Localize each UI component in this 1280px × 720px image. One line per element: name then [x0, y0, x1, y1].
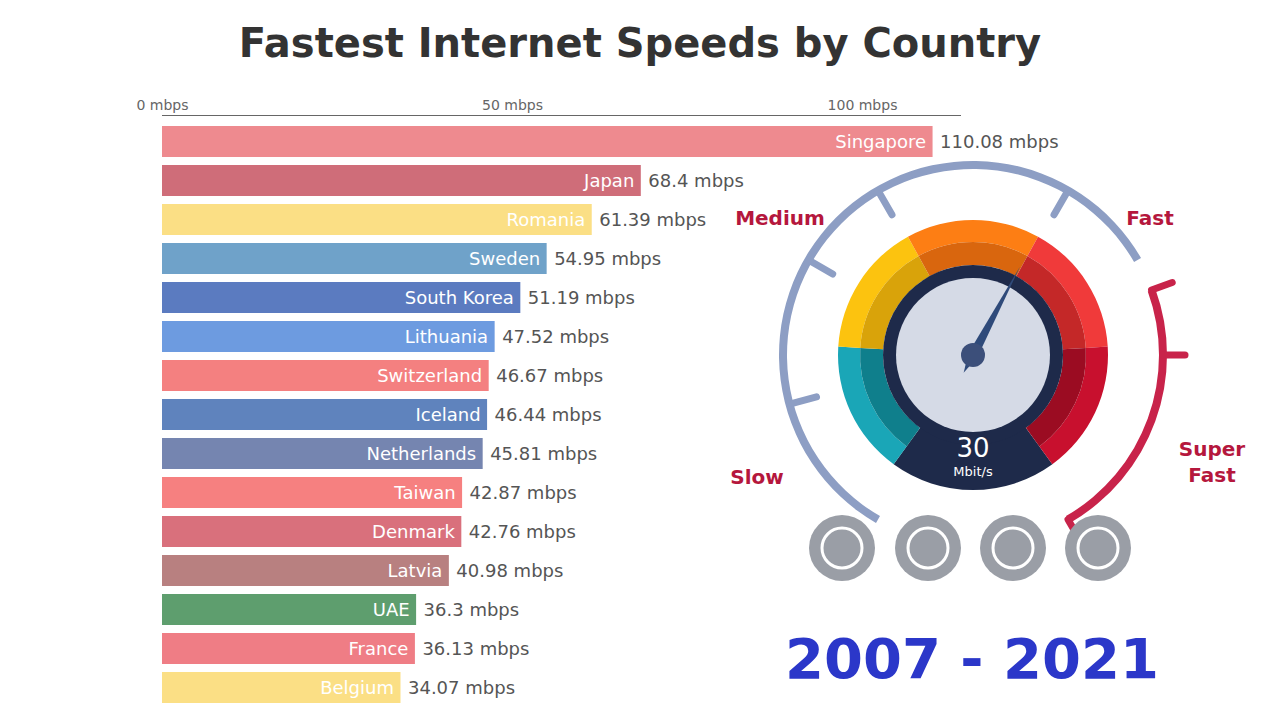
- svg-text:50 mbps: 50 mbps: [482, 97, 543, 113]
- svg-text:46.67 mbps: 46.67 mbps: [496, 365, 603, 386]
- svg-text:68.4 mbps: 68.4 mbps: [648, 170, 744, 191]
- svg-text:SuperFast: SuperFast: [1179, 437, 1246, 487]
- svg-text:Japan: Japan: [583, 170, 634, 191]
- svg-text:Latvia: Latvia: [388, 560, 443, 581]
- svg-text:2007 - 2021: 2007 - 2021: [785, 626, 1159, 691]
- svg-text:Medium: Medium: [735, 206, 825, 230]
- svg-text:France: France: [349, 638, 409, 659]
- svg-text:40.98 mbps: 40.98 mbps: [456, 560, 563, 581]
- svg-text:0 mbps: 0 mbps: [136, 97, 188, 113]
- svg-text:36.13 mbps: 36.13 mbps: [422, 638, 529, 659]
- svg-text:Netherlands: Netherlands: [366, 443, 476, 464]
- svg-text:34.07 mbps: 34.07 mbps: [408, 677, 515, 698]
- svg-text:Sweden: Sweden: [469, 248, 540, 269]
- svg-text:100 mbps: 100 mbps: [828, 97, 898, 113]
- svg-text:46.44 mbps: 46.44 mbps: [495, 404, 602, 425]
- svg-text:30: 30: [956, 433, 989, 463]
- svg-text:Lithuania: Lithuania: [405, 326, 488, 347]
- svg-text:36.3 mbps: 36.3 mbps: [424, 599, 520, 620]
- svg-text:South Korea: South Korea: [405, 287, 514, 308]
- svg-text:54.95 mbps: 54.95 mbps: [554, 248, 661, 269]
- svg-text:Belgium: Belgium: [320, 677, 394, 698]
- svg-text:Taiwan: Taiwan: [393, 482, 455, 503]
- svg-text:Switzerland: Switzerland: [377, 365, 482, 386]
- svg-text:42.87 mbps: 42.87 mbps: [470, 482, 577, 503]
- svg-text:Mbit/s: Mbit/s: [953, 464, 993, 479]
- svg-text:42.76 mbps: 42.76 mbps: [469, 521, 576, 542]
- svg-text:61.39 mbps: 61.39 mbps: [599, 209, 706, 230]
- svg-text:47.52 mbps: 47.52 mbps: [502, 326, 609, 347]
- svg-text:UAE: UAE: [373, 599, 410, 620]
- html-text:Fastest Internet Speeds by Cou: Fastest Internet Speeds by Country: [238, 20, 1042, 66]
- svg-text:51.19 mbps: 51.19 mbps: [528, 287, 635, 308]
- svg-text:Denmark: Denmark: [372, 521, 455, 542]
- svg-text:45.81 mbps: 45.81 mbps: [490, 443, 597, 464]
- svg-text:Slow: Slow: [730, 465, 783, 489]
- svg-text:Fast: Fast: [1126, 206, 1174, 230]
- svg-text:110.08 mbps: 110.08 mbps: [940, 131, 1058, 152]
- svg-text:Romania: Romania: [507, 209, 586, 230]
- svg-text:Singapore: Singapore: [835, 131, 926, 152]
- svg-text:Iceland: Iceland: [415, 404, 480, 425]
